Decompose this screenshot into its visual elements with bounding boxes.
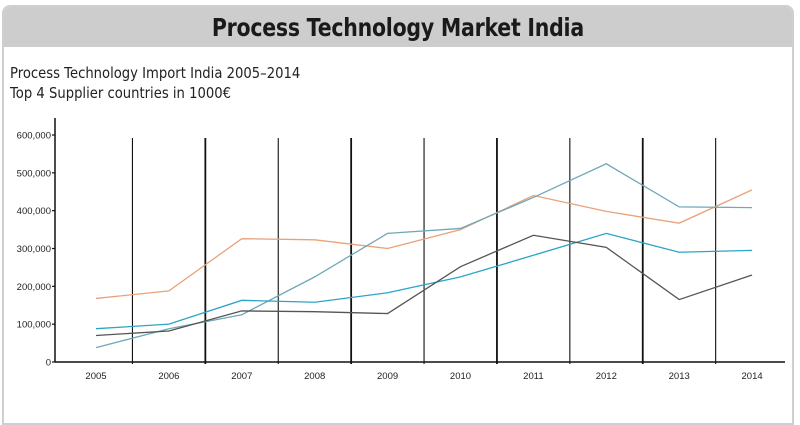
x-tick-label: 2011: [523, 371, 543, 382]
page-title: Process Technology Market India: [211, 12, 585, 42]
x-tick-label: 2008: [304, 371, 325, 382]
chart-panel: Process Technology Market India: [2, 5, 794, 425]
x-tick-label: 2013: [669, 371, 690, 382]
y-tick-label: 500,000: [17, 168, 51, 179]
y-tick-label: 0: [46, 358, 51, 369]
series-line-3: [95, 232, 753, 330]
y-tick-label: 300,000: [17, 244, 51, 255]
series-line-2: [95, 163, 753, 349]
x-tick-label: 2005: [85, 371, 106, 382]
x-tick-label: 2009: [377, 371, 398, 382]
x-tick-label: 2010: [450, 371, 471, 382]
series-line-4: [95, 234, 753, 337]
y-tick-label: 200,000: [17, 282, 51, 293]
x-tick-label: 2012: [596, 371, 617, 382]
x-tick-label: 2007: [231, 371, 252, 382]
chart-subtitle: Top 4 Supplier countries in 1000€: [10, 84, 231, 102]
header-bar: Process Technology Market India: [4, 7, 792, 47]
series-line-1: [95, 189, 753, 300]
y-tick-label: 400,000: [17, 206, 51, 217]
y-tick-label: 100,000: [17, 320, 51, 331]
y-tick-label: 600,000: [17, 131, 51, 142]
chart-title: Process Technology Import India 2005–201…: [10, 64, 301, 82]
x-tick-label: 2014: [742, 371, 763, 382]
x-tick-label: 2006: [158, 371, 179, 382]
